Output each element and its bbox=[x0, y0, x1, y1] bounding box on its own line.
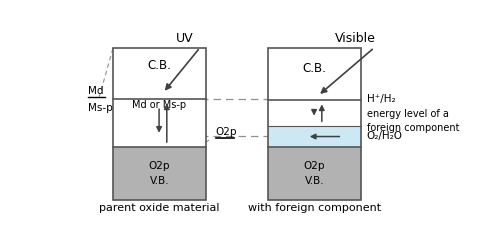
Text: energy level of a
foreign component: energy level of a foreign component bbox=[366, 109, 459, 133]
Bar bbox=[268, 147, 361, 200]
Text: V.B.: V.B. bbox=[150, 176, 169, 186]
Text: V.B.: V.B. bbox=[304, 176, 324, 186]
Text: with foreign component: with foreign component bbox=[248, 203, 381, 213]
Bar bbox=[113, 48, 206, 147]
Text: Visible: Visible bbox=[334, 31, 376, 45]
Text: H⁺/H₂: H⁺/H₂ bbox=[366, 94, 396, 104]
Text: C.B.: C.B. bbox=[148, 60, 172, 73]
Text: O2p: O2p bbox=[148, 161, 170, 171]
Text: O₂/H₂O: O₂/H₂O bbox=[366, 131, 402, 141]
Text: UV: UV bbox=[176, 31, 194, 45]
Bar bbox=[268, 48, 361, 100]
Bar bbox=[268, 126, 361, 147]
Bar bbox=[268, 100, 361, 126]
Text: Ms-p: Ms-p bbox=[88, 103, 112, 113]
Text: Md: Md bbox=[88, 86, 103, 96]
Bar bbox=[113, 48, 206, 200]
Text: parent oxide material: parent oxide material bbox=[99, 203, 220, 213]
Text: O2p: O2p bbox=[304, 161, 325, 171]
Text: Md or Ms-p: Md or Ms-p bbox=[132, 100, 186, 110]
Bar bbox=[113, 147, 206, 200]
Bar bbox=[268, 48, 361, 200]
Text: O2p: O2p bbox=[216, 127, 237, 138]
Text: C.B.: C.B. bbox=[302, 62, 326, 75]
